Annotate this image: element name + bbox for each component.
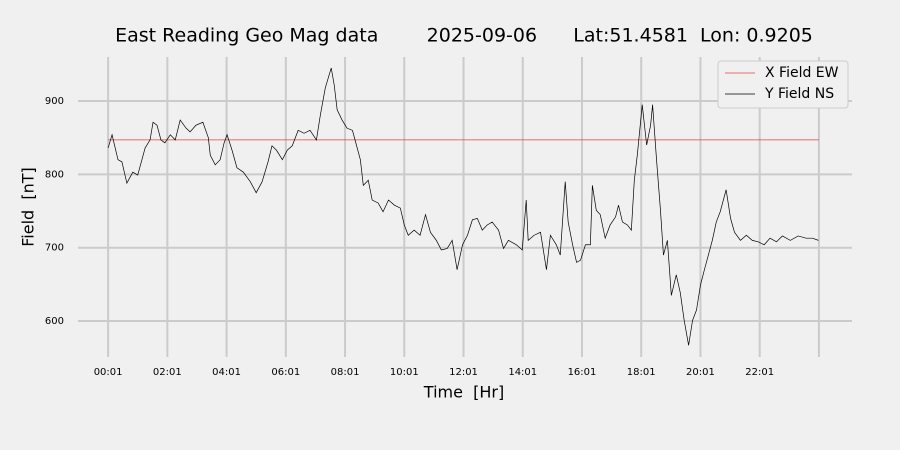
x-tick-label: 16:01 — [568, 367, 597, 378]
x-tick-label: 08:01 — [331, 367, 360, 378]
x-tick-label: 22:01 — [745, 367, 774, 378]
y-axis-label: Field [nT] — [19, 167, 38, 247]
y-tick-label: 600 — [45, 316, 64, 327]
x-tick-label: 14:01 — [508, 367, 537, 378]
x-tick-label: 02:01 — [153, 367, 182, 378]
x-tick-label: 06:01 — [271, 367, 300, 378]
legend-label: Y Field NS — [764, 86, 834, 102]
x-axis-label: Time [Hr] — [423, 383, 504, 402]
x-tick-label: 20:01 — [686, 367, 715, 378]
x-tick-label: 00:01 — [94, 367, 123, 378]
legend: X Field EW Y Field NS — [717, 60, 849, 109]
y-tick-label: 800 — [45, 169, 64, 180]
x-tick-label: 18:01 — [627, 367, 656, 378]
series-line — [107, 67, 819, 346]
y-tick-label: 700 — [45, 243, 64, 254]
x-tick-label: 04:01 — [212, 367, 241, 378]
x-tick-label: 12:01 — [449, 367, 478, 378]
legend-label: X Field EW — [765, 65, 839, 81]
x-tick-label: 10:01 — [390, 367, 419, 378]
y-tick-label: 900 — [45, 96, 64, 107]
chart-title: East Reading Geo Mag data 2025-09-06 Lat… — [115, 25, 813, 47]
